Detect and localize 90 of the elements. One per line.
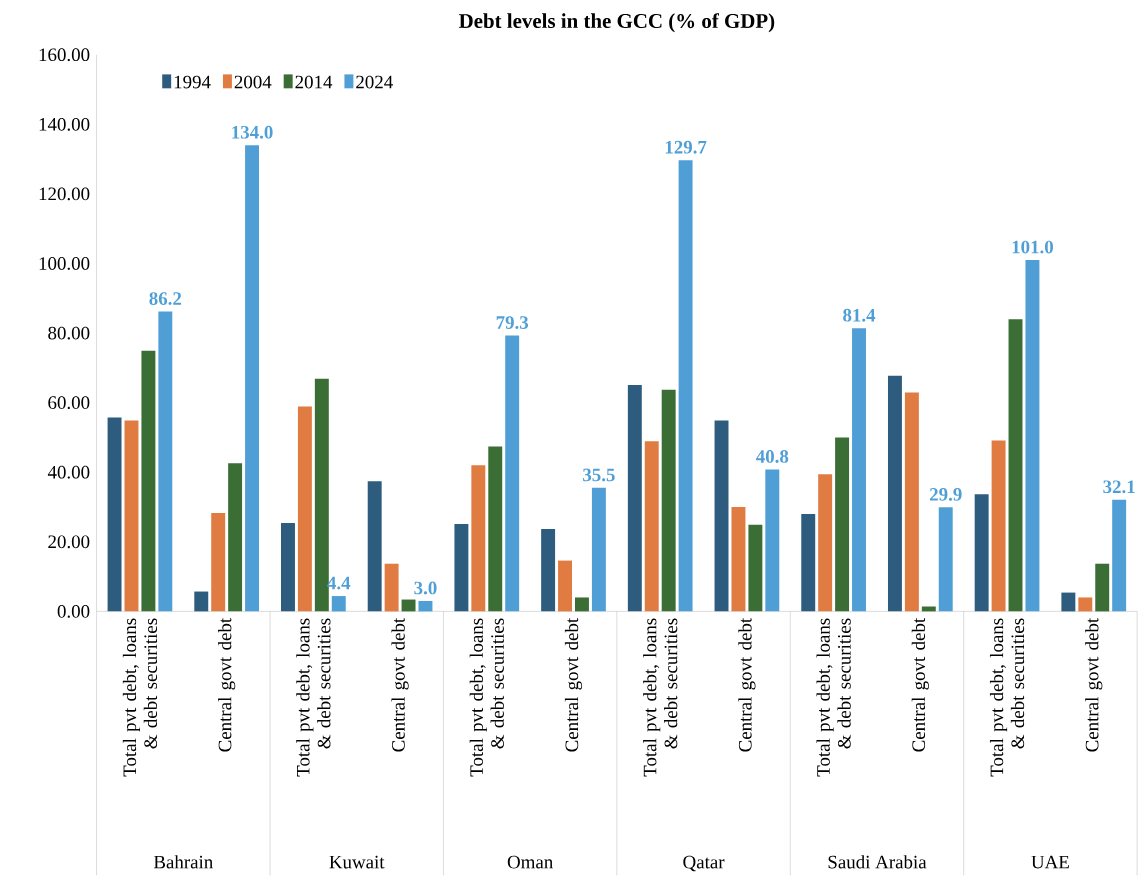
bar	[591, 488, 606, 612]
data-label: 32.1	[1103, 480, 1135, 494]
data-label: 40.8	[756, 450, 789, 464]
x-tick-label: Total pvt debt, loans & debt securities	[643, 618, 678, 777]
bar	[418, 601, 433, 612]
bar	[281, 523, 295, 612]
bar	[228, 463, 243, 612]
bar	[574, 597, 589, 612]
bar	[211, 513, 226, 612]
bar	[887, 376, 902, 612]
data-label: 134.0	[232, 126, 273, 139]
bar	[678, 160, 693, 612]
text: Qatar	[683, 855, 725, 872]
x-tick-label: Central govt debt	[218, 618, 236, 752]
legend-label: 2004	[234, 75, 272, 89]
legend-label: 2024	[356, 75, 393, 89]
data-label: 86.2	[149, 292, 182, 306]
data-label: 35.5	[583, 468, 615, 482]
y-tick-label: 140.00	[39, 118, 90, 131]
x-tick-label: Central govt debt	[391, 618, 409, 752]
bar	[852, 328, 866, 612]
bar	[1112, 499, 1127, 612]
text: UAE	[1031, 855, 1069, 869]
data-label: 101.0	[1012, 240, 1053, 254]
bar	[471, 465, 486, 612]
chart-title: Debt levels in the GCC (% of GDP)	[458, 13, 775, 33]
bar	[541, 529, 556, 612]
x-tick-label: Total pvt debt, loans & debt securities	[296, 618, 331, 777]
legend-label: 1994	[174, 75, 211, 89]
bar	[401, 599, 416, 612]
x-tick-label: Total pvt debt, loans & debt securities	[122, 618, 158, 777]
bar	[974, 494, 989, 612]
bar	[158, 311, 173, 612]
bar	[488, 446, 503, 612]
x-tick-label: Central govt debt	[1085, 618, 1103, 752]
bar	[644, 441, 659, 612]
data-label: 81.4	[843, 309, 876, 322]
data-label: 29.9	[929, 488, 962, 502]
text: Kuwait	[329, 855, 385, 869]
x-tick-label: Total pvt debt, loans & debt securities	[469, 618, 504, 777]
y-tick-label: 40.00	[47, 465, 90, 479]
bar	[748, 524, 763, 612]
data-label: 3.0	[414, 581, 437, 595]
bar	[384, 563, 399, 612]
x-tick-label: Total pvt debt, loans & debt securities	[989, 618, 1025, 777]
bar	[1078, 597, 1093, 612]
bar	[731, 507, 746, 612]
bar	[835, 437, 850, 612]
y-tick-label: 20.00	[48, 535, 90, 549]
bar	[454, 524, 469, 612]
bar	[661, 389, 676, 612]
bar	[714, 420, 729, 612]
bar	[904, 392, 919, 612]
bar	[107, 417, 122, 612]
bar	[141, 350, 156, 612]
bar	[938, 507, 953, 612]
x-tick-label: Central govt debt	[911, 618, 929, 752]
text: Saudi Arabia	[828, 855, 927, 869]
bar	[1095, 563, 1110, 612]
bar	[818, 474, 833, 612]
y-tick-label: 160.00	[39, 48, 90, 62]
bar	[801, 514, 816, 612]
bar	[991, 440, 1006, 612]
bar	[124, 420, 139, 612]
bar	[1008, 319, 1023, 612]
bar	[1025, 260, 1040, 612]
y-tick-label: 60.00	[48, 396, 90, 410]
y-tick-label: 80.00	[48, 326, 90, 340]
bar	[194, 591, 209, 612]
data-label: 129.7	[665, 141, 707, 154]
y-tick-label: 120.00	[39, 187, 90, 201]
text: Oman	[507, 855, 553, 869]
x-tick-label: Total pvt debt, loans & debt securities	[816, 618, 851, 777]
x-tick-label: Central govt debt	[564, 618, 583, 752]
bar	[558, 560, 573, 612]
bar	[505, 335, 520, 612]
bar	[367, 481, 382, 612]
bar	[627, 385, 642, 612]
bar	[314, 378, 329, 612]
data-label: 79.3	[496, 316, 529, 330]
text: Bahrain	[153, 855, 213, 869]
bar	[297, 406, 312, 612]
bar	[245, 145, 260, 612]
bar	[1061, 592, 1076, 612]
y-tick-label: 100.00	[39, 257, 90, 271]
bar	[331, 596, 346, 612]
bar	[765, 469, 780, 612]
y-tick-label: 0.00	[57, 605, 90, 618]
x-tick-label: Central govt debt	[738, 618, 756, 752]
legend-label: 2014	[295, 75, 333, 89]
